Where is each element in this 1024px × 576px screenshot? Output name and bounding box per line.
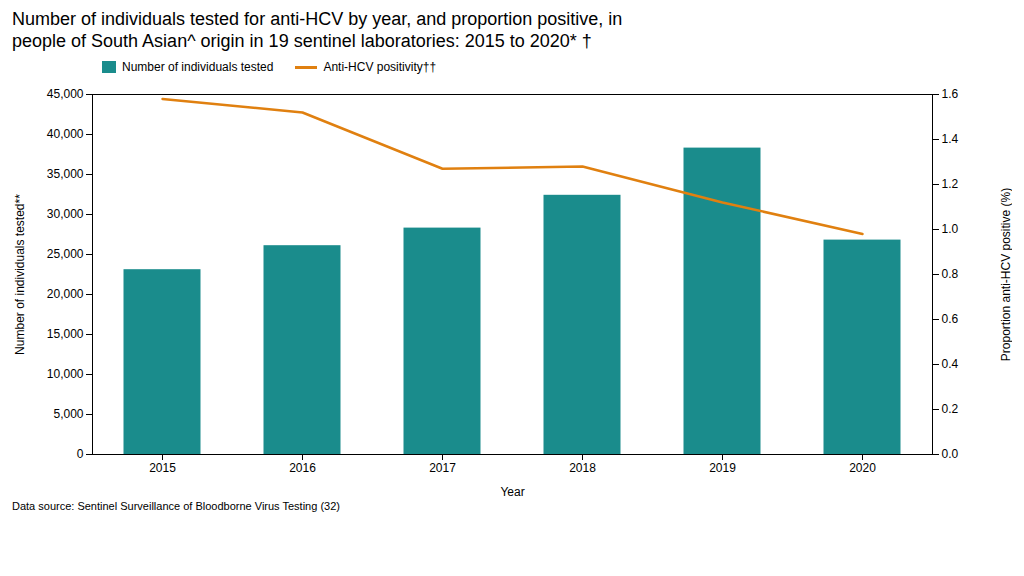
html-text:people of South Asian^ origin: people of South Asian^ origin in 19 sent… xyxy=(12,31,592,51)
svg-text:2017: 2017 xyxy=(429,461,456,475)
svg-text:0.8: 0.8 xyxy=(942,267,959,281)
svg-text:1.4: 1.4 xyxy=(942,132,959,146)
svg-text:2018: 2018 xyxy=(569,461,596,475)
svg-text:2020: 2020 xyxy=(849,461,876,475)
svg-text:Number of individuals tested**: Number of individuals tested** xyxy=(13,194,27,355)
svg-text:2019: 2019 xyxy=(709,461,736,475)
svg-text:30,000: 30,000 xyxy=(47,207,84,221)
svg-text:10,000: 10,000 xyxy=(47,367,84,381)
svg-text:15,000: 15,000 xyxy=(47,327,84,341)
svg-text:1.0: 1.0 xyxy=(942,222,959,236)
svg-text:Proportion anti-HCV positive (: Proportion anti-HCV positive (%) xyxy=(999,188,1013,361)
html-text:Anti-HCV positivity††: Anti-HCV positivity†† xyxy=(323,60,437,74)
svg-text:40,000: 40,000 xyxy=(47,127,84,141)
svg-text:45,000: 45,000 xyxy=(47,87,84,101)
svg-text:0: 0 xyxy=(77,447,84,461)
svg-text:20,000: 20,000 xyxy=(47,287,84,301)
html-text:Number of individuals tested f: Number of individuals tested for anti-HC… xyxy=(12,9,623,29)
html-text:Number of individuals tested: Number of individuals tested xyxy=(122,60,274,74)
svg-text:2015: 2015 xyxy=(149,461,176,475)
svg-text:0.4: 0.4 xyxy=(942,357,959,371)
svg-text:1.2: 1.2 xyxy=(942,177,959,191)
html-text:Data source: Sentinel Surveill: Data source: Sentinel Surveillance of Bl… xyxy=(12,500,340,512)
svg-text:2016: 2016 xyxy=(289,461,316,475)
svg-text:25,000: 25,000 xyxy=(47,247,84,261)
svg-text:5,000: 5,000 xyxy=(53,407,83,421)
svg-text:1.6: 1.6 xyxy=(942,87,959,101)
svg-text:Year: Year xyxy=(500,485,524,499)
svg-text:0.6: 0.6 xyxy=(942,312,959,326)
svg-text:0.0: 0.0 xyxy=(942,447,959,461)
svg-text:35,000: 35,000 xyxy=(47,167,84,181)
svg-text:0.2: 0.2 xyxy=(942,402,959,416)
